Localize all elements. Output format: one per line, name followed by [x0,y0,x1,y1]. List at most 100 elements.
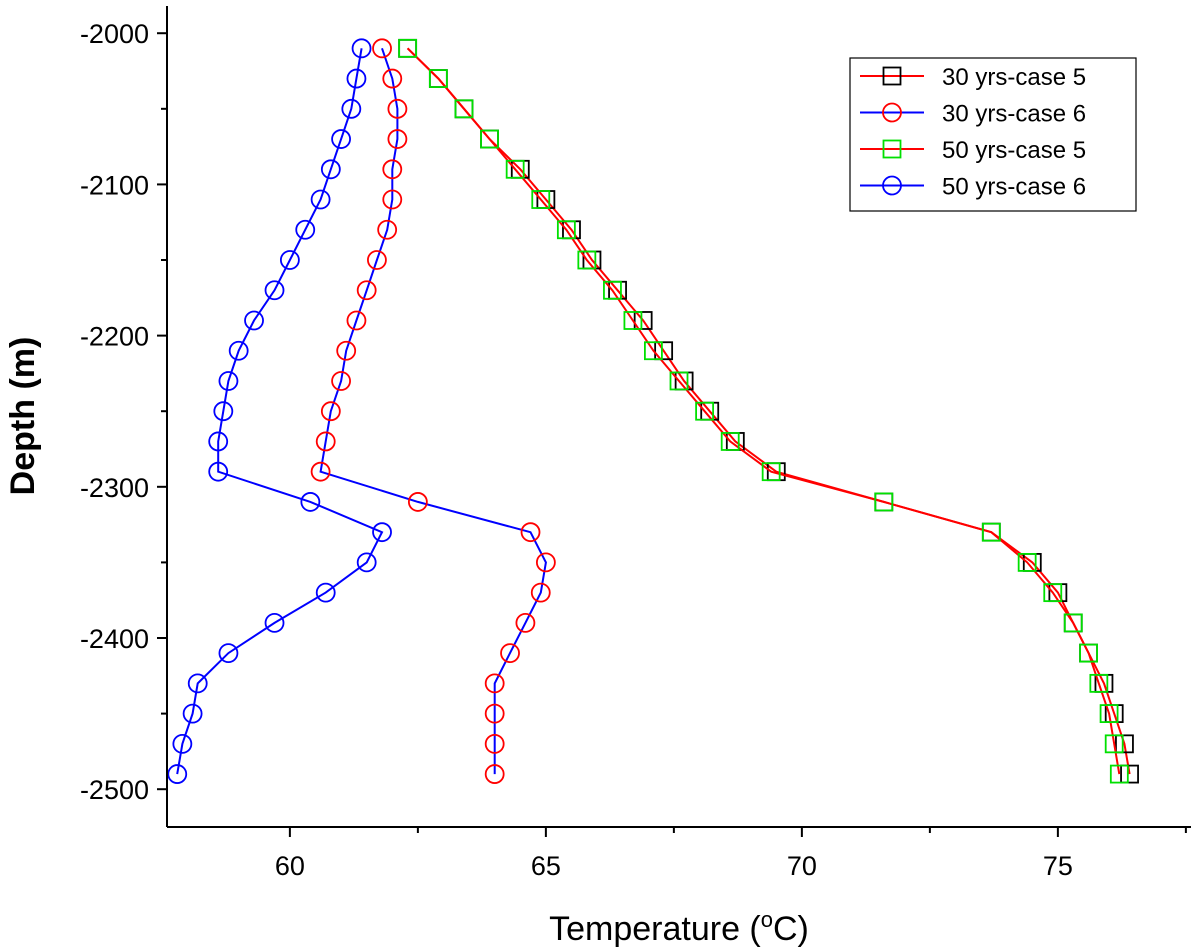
legend: 30 yrs-case 5 30 yrs-case 6 50 yrs-case 5 5… [849,57,1137,212]
y-tick-label: -2300 [80,473,149,503]
series-layer [167,38,1139,784]
data-point [315,582,336,603]
data-point [320,159,341,180]
data-point [623,311,643,330]
data-point [1104,734,1124,754]
legend-swatch-marker [882,66,902,86]
data-point [208,431,229,452]
data-point [577,250,597,270]
data-point [300,492,321,512]
series-line [406,47,1121,775]
x-axis-title: Temperature (oC) [549,907,809,948]
data-point [484,673,505,694]
x-tick-label: 60 [275,851,305,881]
legend-entry: 30 yrs-case 6 [860,101,1086,128]
data-point [644,341,663,361]
data-point [484,733,505,754]
legend-entry: 30 yrs-case 5 [860,64,1086,91]
data-point [310,189,331,210]
legend-entry: 50 yrs-case 6 [860,174,1086,201]
data-point [695,401,714,421]
data-point [1109,764,1129,784]
data-point [603,280,622,300]
legend-entries: 30 yrs-case 5 30 yrs-case 6 50 yrs-case 5 5… [860,64,1086,201]
x-tick-label: 70 [787,851,817,881]
data-point [367,250,387,270]
data-point [336,340,357,361]
data-point [1089,673,1109,693]
data-point [981,522,1001,542]
series-2 [310,38,556,784]
data-point [377,219,398,240]
data-point [407,492,428,512]
legend-label: 30 yrs-case 6 [942,101,1086,128]
data-point [218,371,239,391]
data-point [535,552,556,573]
y-tick-label: -2100 [80,170,149,200]
series-line [319,47,547,775]
data-point [187,673,208,694]
data-point [279,250,300,270]
y-tick-label: -2200 [80,322,149,352]
data-point [480,129,499,149]
y-axis-title: Depth (m) [4,337,42,496]
x-tick-label: 65 [531,851,561,881]
data-point [356,280,377,301]
data-point [341,98,362,119]
data-point [1115,734,1134,754]
data-point [1099,704,1119,724]
data-point [315,431,336,452]
data-point [500,643,520,664]
data-point [310,461,331,482]
data-point [331,371,351,391]
data-point [351,38,372,59]
data-point [505,159,525,179]
legend-label: 30 yrs-case 5 [942,64,1086,91]
data-point [228,340,249,361]
series-3 [398,38,1129,784]
data-point [531,190,551,209]
data-point [387,98,408,119]
data-point [454,99,474,119]
data-point [654,341,674,361]
data-point [515,612,536,633]
data-point [669,371,689,391]
data-point [633,311,653,330]
x-ticks: 60 65 70 75 [275,827,1187,881]
y-ticks: -2000 -2100 -2200 -2300 -2400 -2500 [80,19,167,805]
x-tick-label: 75 [1043,851,1073,881]
data-point [346,310,367,331]
legend-swatch-marker [882,139,902,159]
data-point [167,764,188,784]
data-point [331,129,351,149]
data-point [520,522,541,543]
data-point [428,69,448,88]
legend-swatch-marker [882,175,902,196]
data-point [346,68,367,89]
data-point [382,159,403,180]
data-point [556,220,576,240]
data-point [387,129,408,149]
data-point [382,189,403,210]
data-point [530,582,551,603]
data-point [172,733,193,754]
y-tick-label: -2500 [80,775,149,805]
data-point [295,219,316,240]
data-point [213,401,234,422]
legend-entry: 50 yrs-case 5 [860,137,1086,164]
data-point [720,432,740,451]
legend-swatch-marker [882,102,902,123]
data-point [264,280,285,301]
data-point [382,68,403,89]
data-point [182,703,203,724]
data-point [761,462,781,482]
y-tick-label: -2400 [80,624,149,654]
data-point [484,703,505,724]
data-point [372,38,392,59]
series-4 [167,38,392,784]
data-point [1043,583,1063,603]
data-point [208,461,229,482]
data-point [1063,613,1083,633]
